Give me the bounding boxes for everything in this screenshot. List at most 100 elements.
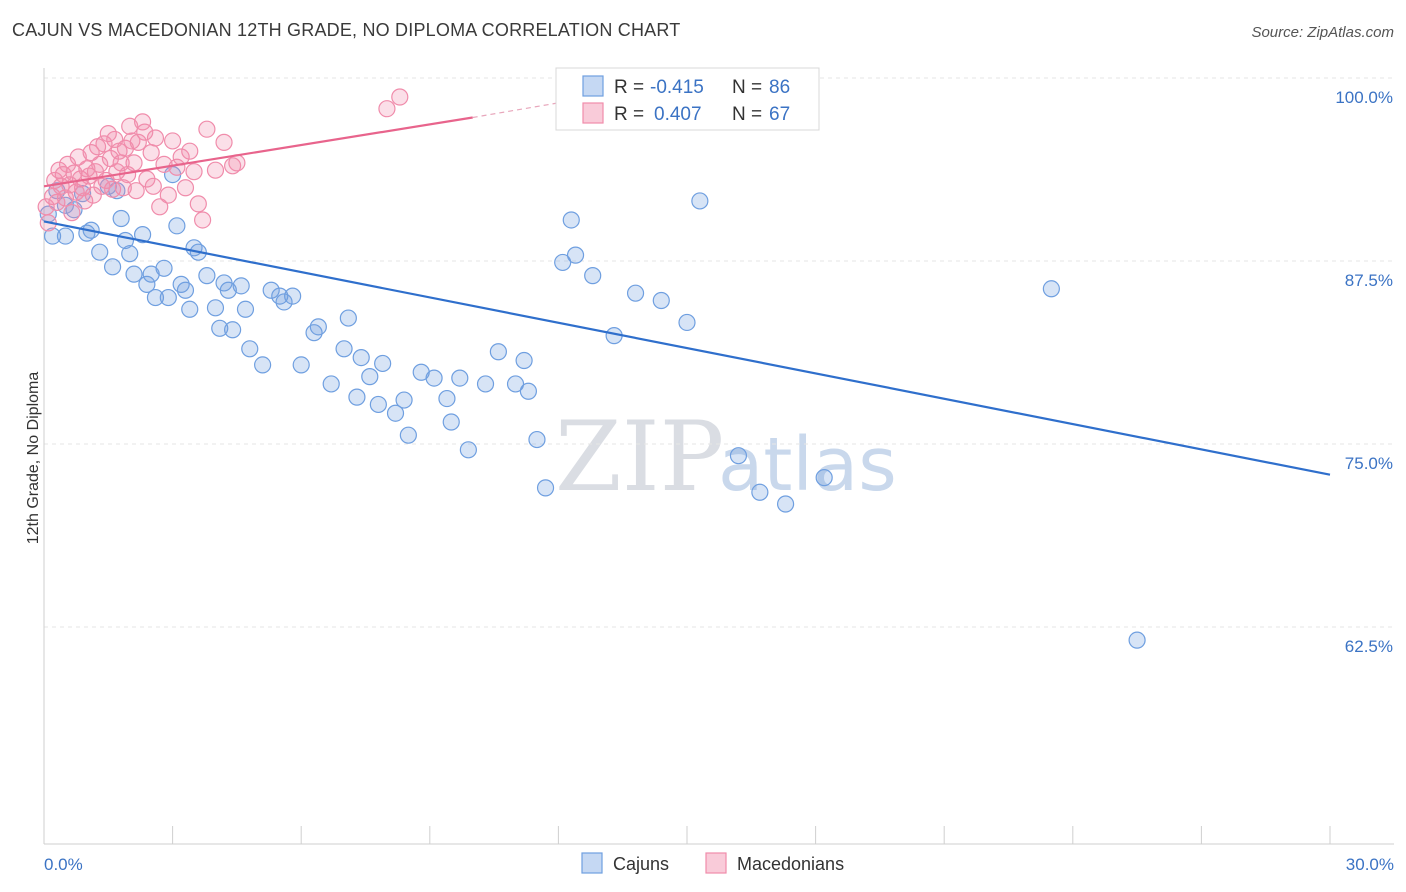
cajun-point bbox=[335, 340, 353, 358]
cajun-point bbox=[262, 281, 280, 299]
cajun-point bbox=[395, 391, 413, 409]
cajun-point bbox=[506, 375, 525, 393]
cajun-point bbox=[254, 356, 272, 374]
cajun-point bbox=[536, 479, 555, 497]
cajun-point bbox=[138, 275, 156, 293]
y-tick-label: 75.0% bbox=[1345, 454, 1393, 473]
cajun-point bbox=[133, 226, 152, 244]
macedonian-trendline-extension bbox=[472, 102, 559, 119]
cajun-point bbox=[528, 430, 546, 449]
cajun-point bbox=[168, 217, 186, 235]
cajun-point bbox=[691, 192, 709, 210]
cajun-trendline bbox=[43, 220, 1331, 476]
macedonian-point bbox=[63, 204, 81, 222]
legend-swatch-cajun bbox=[582, 75, 604, 97]
macedonian-point bbox=[159, 186, 177, 204]
macedonian-point bbox=[127, 182, 145, 200]
source-credit: Source: ZipAtlas.com bbox=[1251, 24, 1394, 41]
cajun-point bbox=[515, 351, 533, 370]
cajun-point bbox=[198, 267, 216, 285]
series-legend-swatch-cajuns bbox=[581, 852, 603, 874]
macedonian-point bbox=[99, 125, 117, 143]
macedonian-point bbox=[114, 179, 132, 197]
cajun-point bbox=[652, 291, 670, 310]
legend-r-label-macedonian: R = bbox=[614, 104, 644, 125]
watermark-zip: ZIP bbox=[555, 401, 724, 513]
series-legend: Cajuns Macedonians bbox=[581, 852, 844, 874]
cajun-point bbox=[236, 300, 255, 318]
legend-n-label-cajun: N = bbox=[732, 77, 762, 98]
cajun-point bbox=[176, 281, 195, 299]
cajun-point bbox=[211, 319, 229, 337]
cajun-point bbox=[369, 395, 387, 414]
legend-r-value-cajun: -0.415 bbox=[650, 77, 704, 98]
cajun-point bbox=[224, 321, 242, 339]
cajun-point bbox=[352, 348, 370, 367]
macedonian-trendline bbox=[43, 116, 473, 188]
macedonian-point bbox=[378, 100, 396, 118]
cajun-point bbox=[219, 281, 237, 299]
cajun-point bbox=[626, 284, 645, 302]
cajun-point bbox=[309, 318, 327, 336]
axes bbox=[43, 68, 1394, 845]
y-tick-labels: 62.5% 75.0% 87.5% 100.0% bbox=[1335, 88, 1393, 656]
macedonian-point bbox=[194, 211, 212, 229]
cajun-point bbox=[729, 447, 748, 465]
macedonian-point bbox=[164, 132, 182, 150]
cajun-point bbox=[232, 277, 250, 295]
y-axis-title: 12th Grade, No Diploma bbox=[25, 372, 42, 545]
legend-swatch-macedonian bbox=[582, 102, 604, 124]
macedonian-point bbox=[125, 154, 143, 172]
macedonian-point bbox=[69, 148, 87, 166]
macedonian-point bbox=[146, 129, 165, 147]
cajun-point bbox=[751, 483, 769, 501]
cajun-point bbox=[562, 211, 580, 229]
chart-title: CAJUN VS MACEDONIAN 12TH GRADE, NO DIPLO… bbox=[12, 20, 681, 40]
cajun-point bbox=[451, 369, 469, 387]
macedonian-point bbox=[391, 88, 409, 106]
cajun-point bbox=[206, 299, 225, 317]
macedonian-point bbox=[144, 177, 162, 195]
cajun-point bbox=[425, 369, 443, 387]
macedonian-point bbox=[176, 179, 195, 197]
macedonian-point bbox=[198, 120, 216, 138]
legend-r-value-macedonian: 0.407 bbox=[654, 104, 702, 125]
macedonian-points bbox=[37, 88, 409, 232]
x-tick-label-min: 0.0% bbox=[44, 855, 83, 874]
correlation-legend: R = -0.415 N = 86 R = 0.407 N = 67 bbox=[555, 67, 820, 131]
macedonian-point bbox=[151, 198, 169, 216]
cajun-point bbox=[1128, 631, 1146, 649]
macedonian-point bbox=[103, 180, 122, 198]
macedonian-point bbox=[142, 144, 160, 162]
series-legend-swatch-macedonians bbox=[705, 852, 727, 874]
cajun-point bbox=[374, 354, 392, 373]
cajun-point bbox=[56, 227, 75, 245]
series-legend-label-macedonians: Macedonians bbox=[737, 854, 844, 874]
x-ticks bbox=[43, 826, 1331, 844]
macedonian-point bbox=[56, 189, 75, 207]
cajun-point bbox=[519, 382, 537, 400]
cajun-point bbox=[112, 209, 130, 228]
cajun-point bbox=[159, 288, 177, 307]
cajun-point bbox=[181, 300, 199, 318]
cajun-point bbox=[91, 243, 109, 261]
macedonian-point bbox=[91, 155, 109, 173]
macedonian-point bbox=[48, 193, 66, 212]
macedonian-point bbox=[84, 186, 102, 204]
trendlines bbox=[43, 102, 1331, 476]
macedonian-point bbox=[129, 133, 147, 151]
legend-n-value-cajun: 86 bbox=[769, 77, 790, 98]
macedonian-point bbox=[215, 133, 233, 151]
x-tick-label-max: 30.0% bbox=[1346, 855, 1394, 874]
cajun-points bbox=[39, 165, 1146, 649]
cajun-point bbox=[442, 413, 460, 431]
cajun-point bbox=[459, 441, 477, 459]
macedonian-point bbox=[95, 135, 113, 153]
cajun-point bbox=[322, 375, 340, 393]
cajun-point bbox=[399, 426, 417, 444]
cajun-point bbox=[476, 375, 495, 393]
macedonian-point bbox=[121, 117, 139, 135]
cajun-point bbox=[43, 227, 62, 245]
macedonian-point bbox=[136, 123, 154, 141]
cajun-point bbox=[275, 293, 293, 311]
